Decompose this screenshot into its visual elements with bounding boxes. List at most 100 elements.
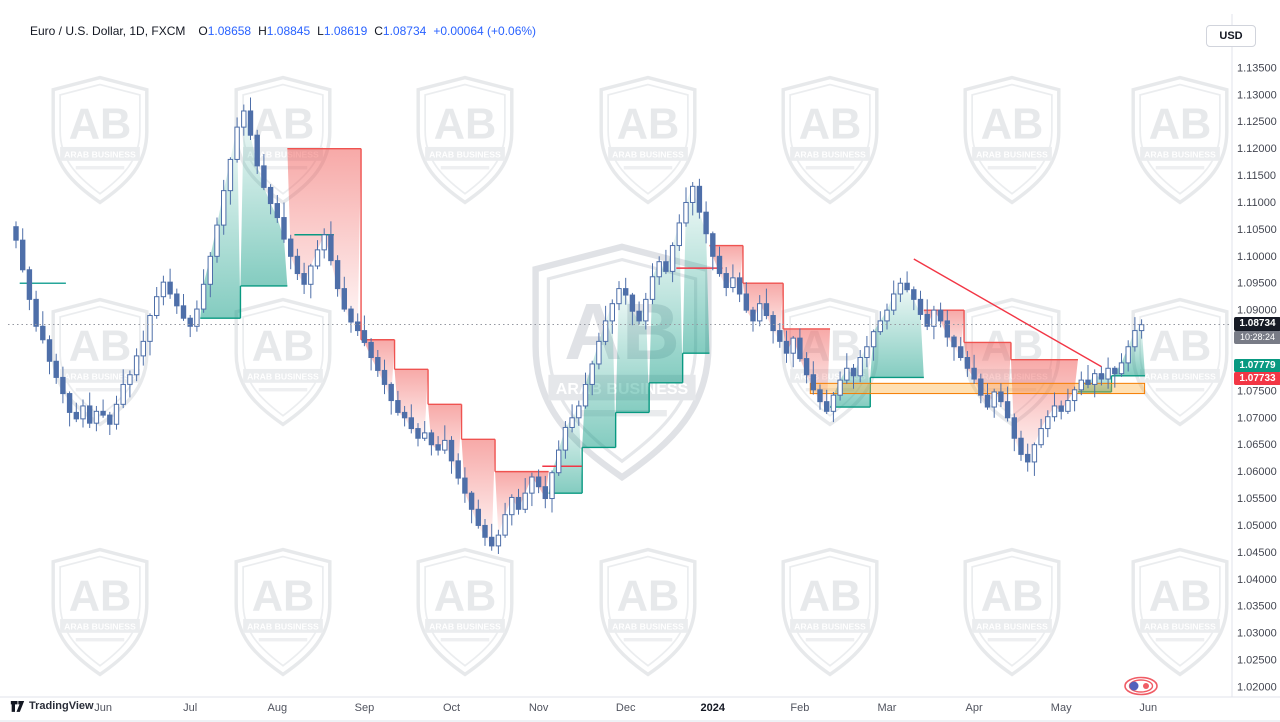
time-axis-label: Apr — [966, 702, 983, 714]
time-axis-label: Nov — [529, 702, 549, 714]
candle — [844, 353, 850, 384]
candle — [167, 268, 173, 299]
candle — [375, 349, 381, 377]
candle — [314, 240, 321, 270]
svg-text:ARAB BUSINESS: ARAB BUSINESS — [612, 621, 684, 631]
cloud-segment — [649, 222, 683, 383]
price-axis-label: 1.05000 — [1237, 520, 1277, 532]
support-zone-rect[interactable] — [809, 382, 1146, 395]
price-axis-label: 1.13500 — [1237, 62, 1277, 74]
candle — [857, 349, 863, 383]
symbol-legend[interactable]: Euro / U.S. Dollar, 1D, FXCM O1.08658 H1.0… — [30, 24, 536, 38]
svg-text:ARAB BUSINESS: ARAB BUSINESS — [976, 149, 1048, 159]
svg-text:AB: AB — [617, 100, 680, 148]
candle — [207, 252, 214, 298]
low-label: L — [317, 24, 324, 38]
svg-text:ARAB BUSINESS: ARAB BUSINESS — [64, 621, 136, 631]
candle — [710, 231, 716, 271]
candle — [46, 335, 53, 375]
svg-text:ARAB BUSINESS: ARAB BUSINESS — [794, 621, 866, 631]
candle — [241, 104, 247, 136]
price-axis-label: 1.10000 — [1237, 251, 1277, 263]
candle — [301, 262, 307, 294]
svg-text:ARAB BUSINESS: ARAB BUSINESS — [64, 371, 136, 381]
candle — [415, 423, 421, 447]
cloud-segment — [1010, 359, 1078, 462]
candle — [261, 154, 267, 191]
candle — [1138, 319, 1145, 339]
candle-countdown-tag: 10:28:24 — [1234, 331, 1280, 345]
candle — [515, 488, 522, 515]
candle — [1105, 357, 1111, 389]
candle — [1078, 371, 1084, 396]
high-value: 1.08845 — [266, 24, 311, 38]
price-axis-label: 1.07500 — [1237, 385, 1277, 397]
indicator-upper-price-tag: 1.07779 — [1234, 358, 1280, 372]
tradingview-attribution[interactable]: TradingView — [10, 699, 94, 713]
svg-text:ARAB BUSINESS: ARAB BUSINESS — [1144, 149, 1216, 159]
time-axis-label: Mar — [878, 702, 897, 714]
candle — [133, 348, 140, 382]
candle — [267, 184, 274, 215]
svg-text:ARAB BUSINESS: ARAB BUSINESS — [247, 621, 319, 631]
candle — [227, 157, 234, 205]
candle — [891, 280, 897, 315]
open-label: O — [198, 24, 208, 38]
tradingview-brand-text: TradingView — [29, 700, 94, 712]
candle — [1098, 366, 1105, 386]
svg-text:ARAB BUSINESS: ARAB BUSINESS — [1144, 371, 1216, 381]
candle — [401, 405, 408, 427]
open-value: 1.08658 — [207, 24, 252, 38]
candle — [87, 392, 93, 429]
candle — [26, 266, 33, 311]
change-value: +0.00064 (+0.06%) — [433, 24, 537, 38]
time-axis-label: Sep — [355, 702, 375, 714]
candle — [60, 366, 66, 404]
candle — [803, 352, 810, 384]
svg-text:AB: AB — [1149, 100, 1212, 148]
candle — [33, 290, 39, 332]
candle — [355, 313, 361, 336]
candle — [978, 373, 984, 404]
candle — [274, 194, 281, 223]
candle — [562, 421, 569, 459]
time-axis-label: Feb — [790, 702, 809, 714]
candle — [509, 494, 515, 526]
time-axis-label: Aug — [268, 702, 288, 714]
price-axis[interactable] — [1232, 14, 1280, 697]
price-axis-label: 1.09500 — [1237, 278, 1277, 290]
price-axis-label: 1.02500 — [1237, 655, 1277, 667]
candle — [596, 332, 602, 370]
time-axis-label: Jun — [1139, 702, 1157, 714]
candle — [690, 182, 696, 216]
svg-text:ARAB BUSINESS: ARAB BUSINESS — [794, 371, 866, 381]
candle — [174, 288, 180, 314]
candle — [348, 305, 354, 333]
candle — [636, 301, 642, 325]
candle — [770, 311, 776, 344]
candle — [569, 404, 575, 433]
candle — [147, 313, 153, 356]
candle — [1018, 430, 1024, 461]
candle — [716, 246, 723, 277]
svg-text:ARAB BUSINESS: ARAB BUSINESS — [429, 621, 501, 631]
candle — [281, 202, 287, 243]
candle — [750, 306, 756, 332]
currency-toggle-button[interactable]: USD — [1206, 25, 1256, 47]
candle — [53, 353, 59, 384]
descending-trendline[interactable] — [913, 258, 1102, 368]
time-axis[interactable] — [0, 697, 1280, 720]
candle — [730, 264, 736, 293]
candle — [817, 384, 823, 410]
candle — [100, 399, 106, 418]
candle — [1051, 392, 1058, 422]
candle — [120, 369, 126, 409]
candle — [388, 382, 394, 415]
candle — [602, 305, 609, 346]
